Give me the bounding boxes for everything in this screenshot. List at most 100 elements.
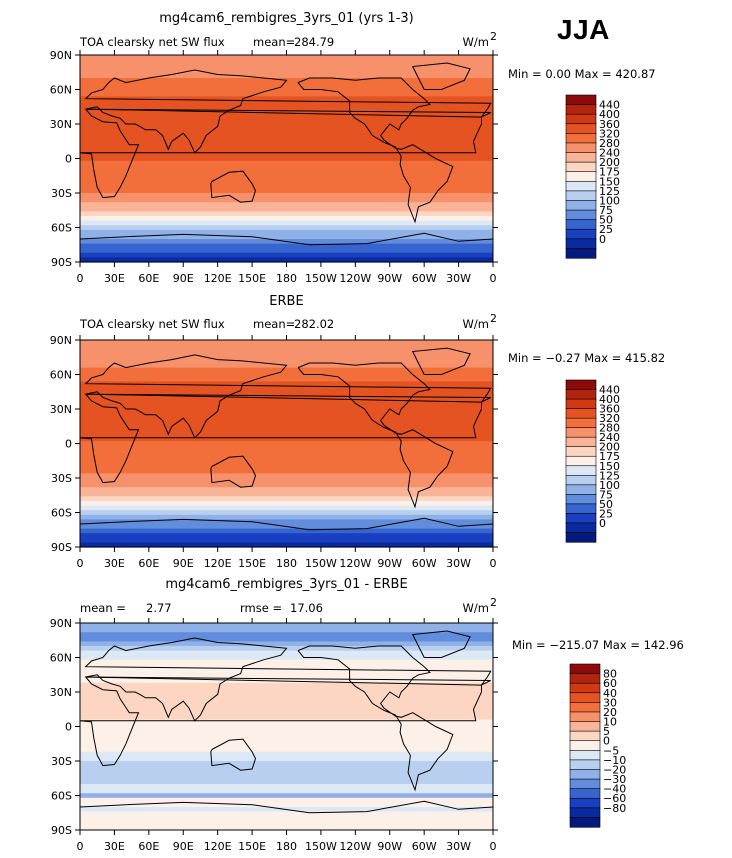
- heat-band: [80, 390, 493, 396]
- colorbar-box: [565, 123, 597, 134]
- y-tick-label: 60S: [51, 507, 72, 520]
- min-max-label: Min = −0.27 Max = 415.82: [508, 351, 665, 365]
- heat-band: [80, 793, 493, 799]
- y-tick-label: 90S: [51, 541, 72, 554]
- map-panel-1: mg4cam6_rembigres_3yrs_01 (yrs 1-3) TOA c…: [50, 11, 656, 285]
- heat-band: [80, 229, 493, 235]
- coastline: [210, 170, 257, 203]
- colorbar-label: −5: [603, 744, 619, 757]
- units-label: W/m: [463, 35, 489, 49]
- x-tick-label: 90E: [173, 557, 194, 570]
- colorbar-box: [569, 721, 601, 732]
- x-tick-label: 120E: [204, 840, 232, 853]
- coastline: [79, 676, 482, 767]
- heat-band: [80, 160, 493, 166]
- colorbar-label: 60: [603, 677, 617, 690]
- y-tick-label: 30S: [51, 472, 72, 485]
- heat-band: [80, 257, 493, 263]
- heat-band: [80, 179, 493, 185]
- units-exponent: 2: [490, 596, 497, 609]
- heat-band: [80, 119, 493, 125]
- heat-band: [80, 664, 493, 670]
- heat-band: [80, 455, 493, 461]
- heat-band: [80, 432, 493, 438]
- x-tick-label: 30W: [446, 840, 471, 853]
- colorbar-label: 240: [599, 431, 620, 444]
- colorbar-label: −40: [603, 783, 626, 796]
- colorbar-box: [569, 817, 601, 828]
- coastline: [79, 800, 494, 814]
- heat-band: [80, 386, 493, 392]
- heat-band: [80, 418, 493, 424]
- heat-band: [80, 705, 493, 711]
- colorbar-label: 50: [599, 214, 613, 227]
- colorbar-box: [565, 522, 597, 534]
- heat-band: [80, 248, 493, 254]
- heat-band: [80, 133, 493, 139]
- colorbar-label: −30: [603, 773, 626, 786]
- heat-band: [80, 756, 493, 762]
- colorbar-box: [565, 104, 597, 115]
- colorbar-box: [569, 769, 601, 780]
- heat-band: [80, 367, 493, 373]
- heat-band: [80, 784, 493, 790]
- colorbar-box: [569, 711, 601, 723]
- heat-band: [80, 101, 493, 107]
- x-tick-label: 90W: [377, 840, 402, 853]
- mean-label: mean =: [80, 601, 126, 615]
- coastline: [84, 637, 492, 722]
- rmse-label: rmse =: [240, 601, 282, 615]
- colorbar-label: 320: [599, 412, 620, 425]
- colorbar-box: [565, 94, 597, 106]
- heat-band: [80, 197, 493, 203]
- heat-band: [80, 340, 493, 346]
- x-tick-label: 60W: [412, 840, 437, 853]
- heat-band: [80, 650, 493, 656]
- colorbar-label: 20: [603, 706, 617, 719]
- heat-band: [80, 87, 493, 93]
- heat-band: [80, 170, 493, 176]
- x-tick-label: 150W: [305, 557, 337, 570]
- heat-band: [80, 73, 493, 79]
- x-tick-label: 90E: [173, 840, 194, 853]
- heat-band: [80, 183, 493, 189]
- colorbar-label: 100: [599, 479, 620, 492]
- x-tick-label: 90W: [377, 272, 402, 285]
- colorbar-label: 280: [599, 137, 620, 150]
- heat-band: [80, 825, 493, 831]
- heat-band: [80, 202, 493, 208]
- colorbar-label: 150: [599, 175, 620, 188]
- y-tick-label: 60N: [50, 652, 72, 665]
- heat-band: [80, 496, 493, 502]
- x-tick-label: 120W: [339, 557, 371, 570]
- heat-band: [80, 774, 493, 780]
- heat-band: [80, 147, 493, 153]
- colorbar-label: 100: [599, 194, 620, 207]
- colorbar-box: [565, 389, 597, 400]
- heat-band: [80, 501, 493, 507]
- colorbar-label: 125: [599, 185, 620, 198]
- y-tick-label: 30S: [51, 755, 72, 768]
- season-label: JJA: [557, 14, 610, 45]
- heat-band: [80, 349, 493, 355]
- colorbar-label: 360: [599, 118, 620, 131]
- heat-band: [80, 59, 493, 65]
- colorbar-box: [569, 702, 601, 713]
- heat-band: [80, 436, 493, 442]
- heat-band: [80, 673, 493, 679]
- colorbar-box: [565, 484, 597, 495]
- colorbar-box: [565, 446, 597, 457]
- x-tick-label: 180: [276, 840, 297, 853]
- heat-band: [80, 404, 493, 410]
- mean-value: 282.02: [294, 317, 334, 331]
- colorbar-label: 400: [599, 393, 620, 406]
- heat-band: [80, 376, 493, 382]
- heat-band: [80, 519, 493, 525]
- x-tick-label: 120E: [204, 557, 232, 570]
- x-tick-label: 150E: [238, 840, 266, 853]
- heat-band: [80, 542, 493, 548]
- x-tick-label: 30E: [104, 840, 125, 853]
- heat-band: [80, 482, 493, 488]
- x-tick-label: 0: [77, 272, 84, 285]
- heat-band: [80, 358, 493, 364]
